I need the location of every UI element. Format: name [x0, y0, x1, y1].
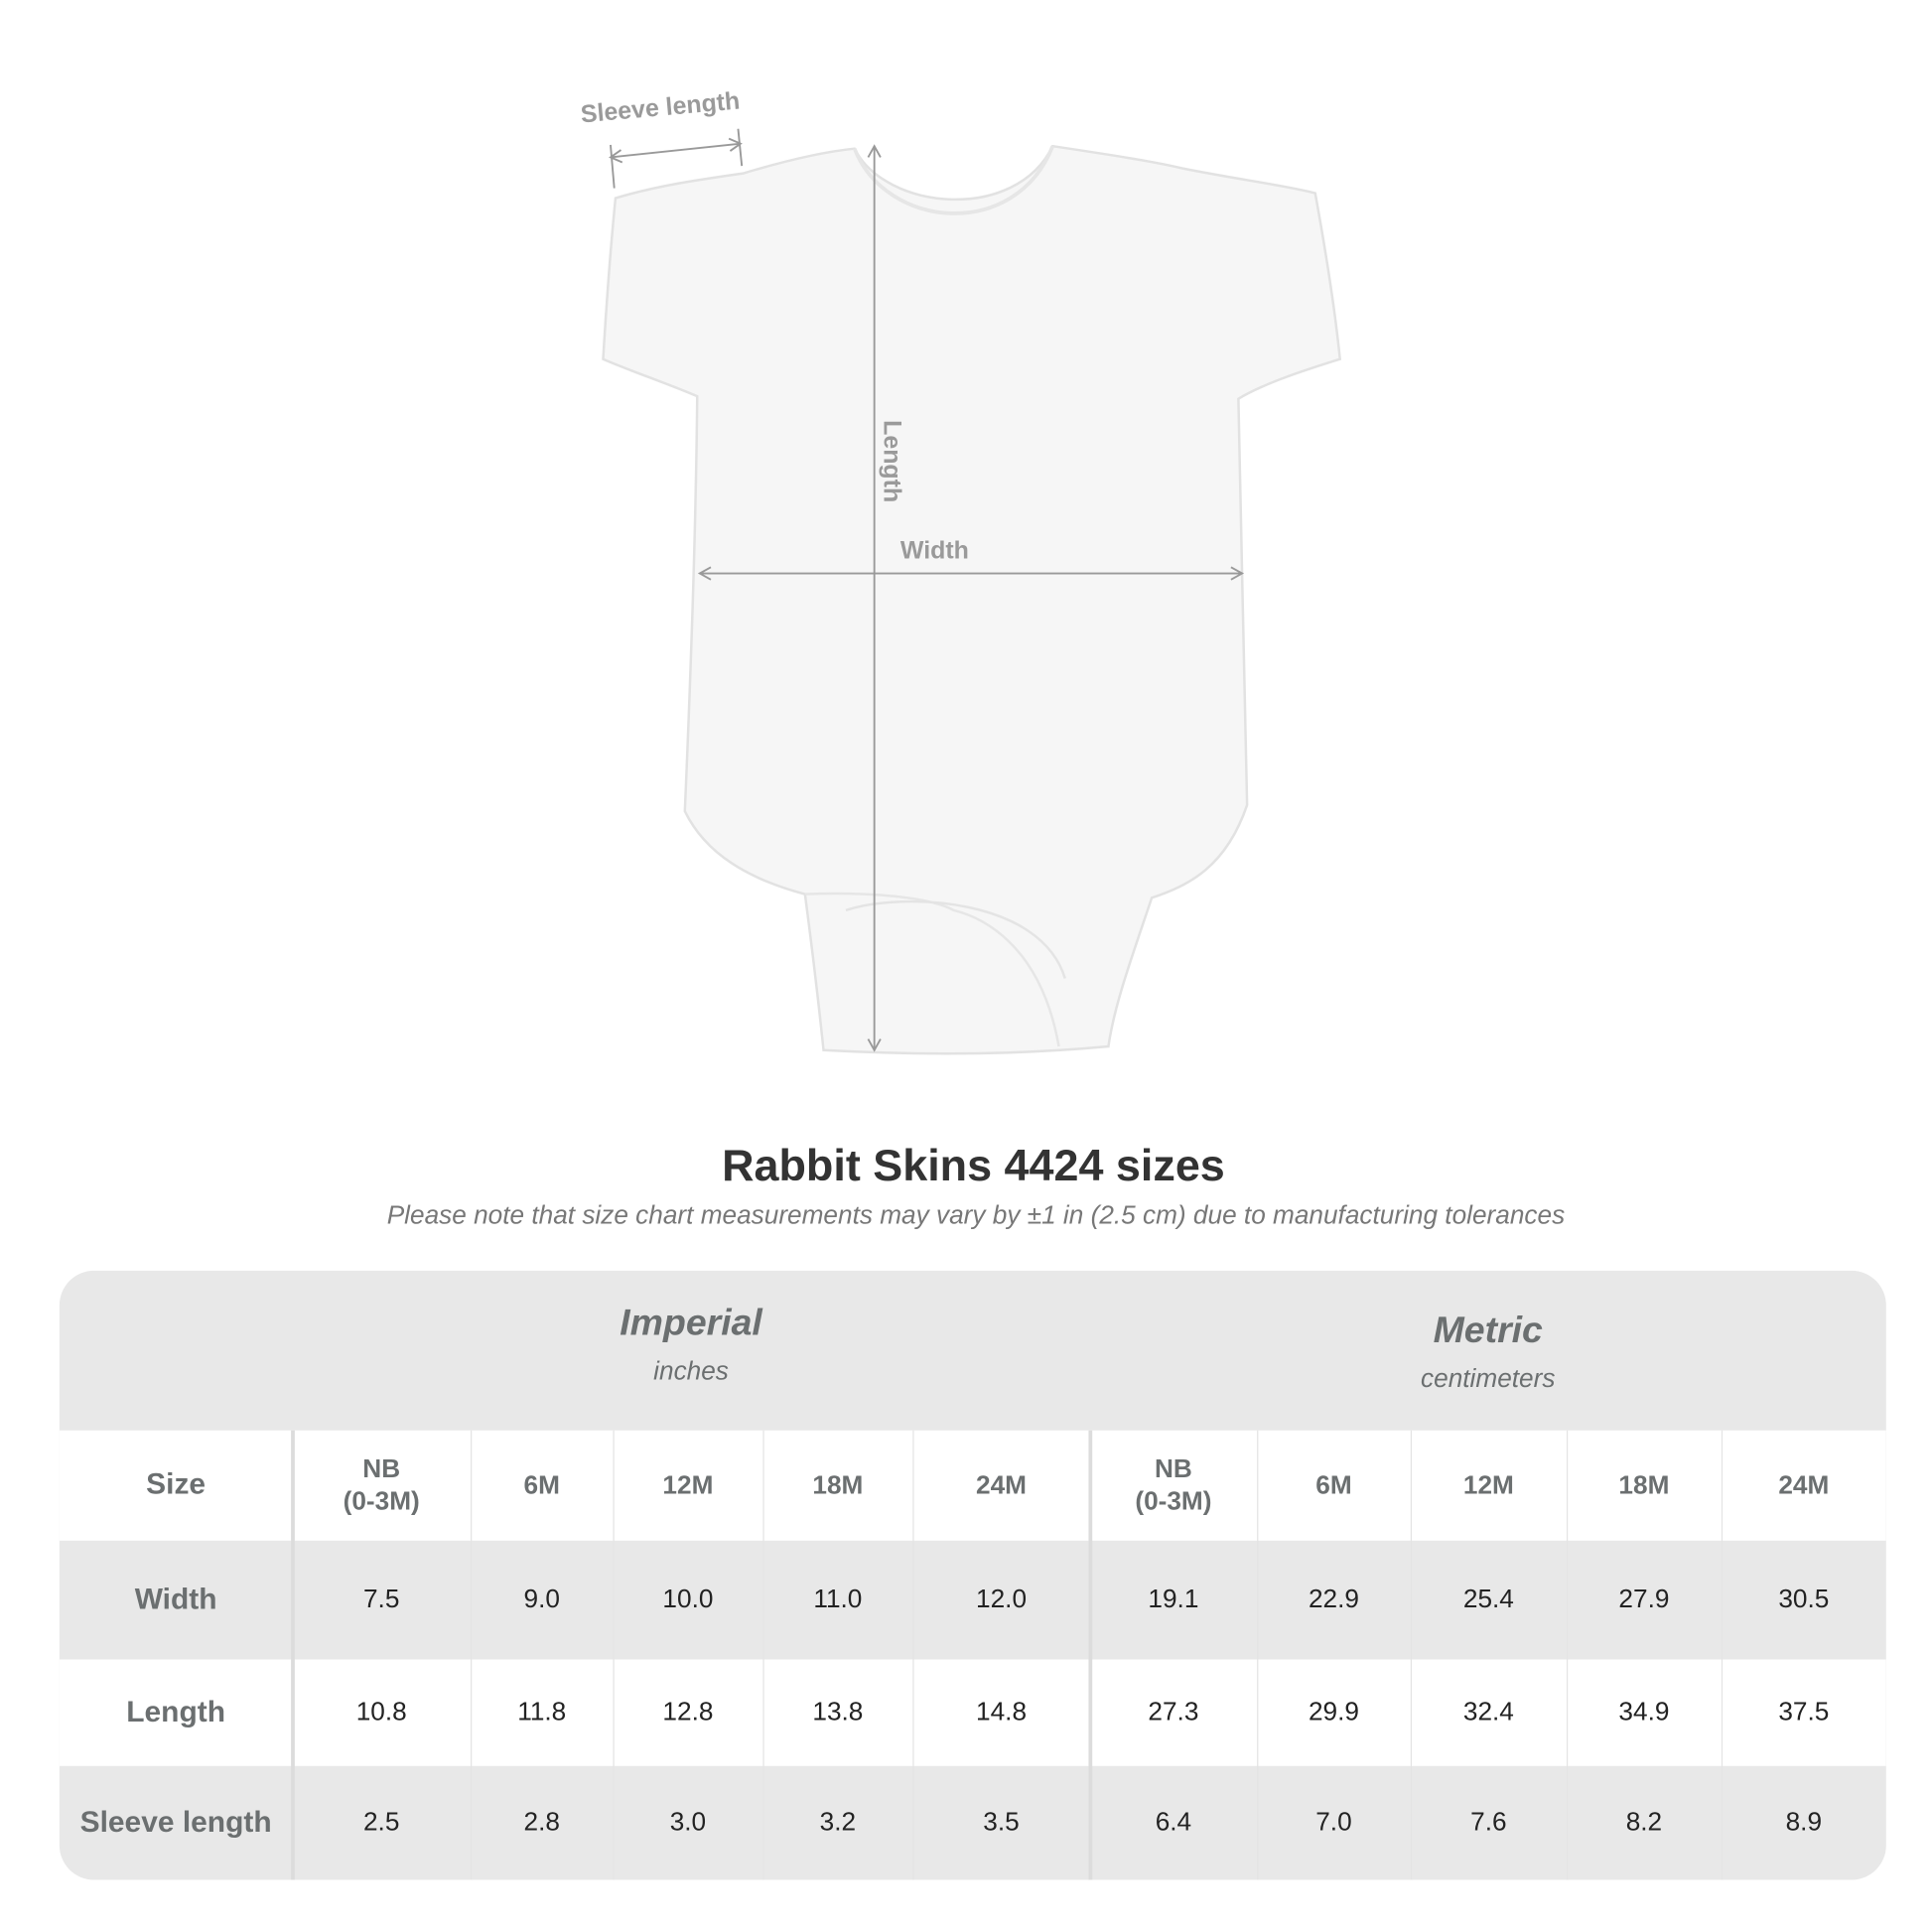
table-cell: 25.4: [1462, 1586, 1514, 1614]
system-name: Imperial: [620, 1303, 762, 1344]
sleeve-length-arrow: [609, 137, 743, 164]
table-cell: 2.8: [523, 1808, 560, 1838]
column-divider: [762, 1430, 764, 1880]
column-divider: [613, 1430, 615, 1880]
size-header: 24M: [976, 1470, 1027, 1500]
table-cell: 10.0: [662, 1586, 714, 1614]
table-cell: 7.0: [1315, 1808, 1352, 1838]
column-divider: [1410, 1430, 1413, 1880]
table-cell: 22.9: [1308, 1586, 1359, 1614]
column-divider: [1721, 1430, 1724, 1880]
size-row-band: [59, 1430, 1886, 1541]
table-cell: 37.5: [1778, 1698, 1830, 1727]
table-cell: 12.8: [662, 1698, 714, 1727]
system-unit: centimeters: [1421, 1364, 1556, 1394]
length-row-band: [59, 1659, 1886, 1766]
length-label: Length: [878, 420, 905, 503]
size-label: Size: [146, 1467, 207, 1501]
table-cell: 11.8: [517, 1698, 567, 1727]
table-cell: 6.4: [1155, 1808, 1192, 1838]
column-divider: [471, 1430, 473, 1880]
system-name: Metric: [1433, 1310, 1543, 1351]
table-cell: 12.0: [976, 1586, 1028, 1614]
table-cell: 3.2: [819, 1808, 857, 1838]
row-label: Sleeve length: [79, 1805, 272, 1839]
table-cell: 10.8: [355, 1698, 407, 1727]
table-cell: 30.5: [1778, 1586, 1830, 1614]
size-header: NB (0-3M): [1135, 1455, 1212, 1516]
row-label: Width: [134, 1582, 217, 1616]
column-divider: [1566, 1430, 1569, 1880]
imperial-header: Imperial inches: [292, 1303, 1089, 1387]
table-cell: 19.1: [1148, 1586, 1199, 1614]
table-cell: 2.5: [362, 1808, 400, 1838]
size-header: 6M: [1315, 1470, 1352, 1500]
size-header: 6M: [523, 1470, 560, 1500]
size-header: 12M: [662, 1470, 714, 1500]
table-cell: 13.8: [812, 1698, 864, 1727]
table-cell: 8.9: [1785, 1808, 1823, 1838]
size-header: 12M: [1462, 1470, 1514, 1500]
size-header: 18M: [812, 1470, 864, 1500]
column-divider: [291, 1430, 295, 1880]
table-cell: 27.3: [1148, 1698, 1199, 1727]
column-divider: [1257, 1430, 1259, 1880]
page-title: Rabbit Skins 4424 sizes: [722, 1139, 1225, 1190]
table-cell: 3.0: [669, 1808, 707, 1838]
column-divider: [1088, 1430, 1093, 1880]
size-table: Imperial inches Metric centimeters Size N…: [59, 1270, 1886, 1880]
table-cell: 27.9: [1618, 1586, 1670, 1614]
table-cell: 32.4: [1462, 1698, 1514, 1727]
table-cell: 3.5: [983, 1808, 1020, 1838]
metric-header: Metric centimeters: [1090, 1311, 1886, 1395]
table-cell: 8.2: [1625, 1808, 1663, 1838]
system-unit: inches: [653, 1357, 729, 1386]
size-header: 24M: [1778, 1470, 1830, 1500]
width-label: Width: [899, 537, 969, 565]
table-cell: 29.9: [1308, 1698, 1359, 1727]
onesie-diagram: [602, 128, 1342, 1055]
size-header: NB (0-3M): [343, 1455, 420, 1516]
size-header: 18M: [1618, 1470, 1670, 1500]
column-divider: [912, 1430, 914, 1880]
table-cell: 11.0: [813, 1586, 863, 1614]
table-cell: 14.8: [976, 1698, 1028, 1727]
table-cell: 34.9: [1618, 1698, 1670, 1727]
row-label: Length: [126, 1695, 226, 1728]
table-cell: 9.0: [523, 1586, 560, 1614]
table-cell: 7.6: [1470, 1808, 1507, 1838]
onesie-shape: [602, 144, 1342, 1055]
table-cell: 7.5: [362, 1586, 400, 1614]
tolerance-note: Please note that size chart measurements…: [386, 1200, 1566, 1230]
